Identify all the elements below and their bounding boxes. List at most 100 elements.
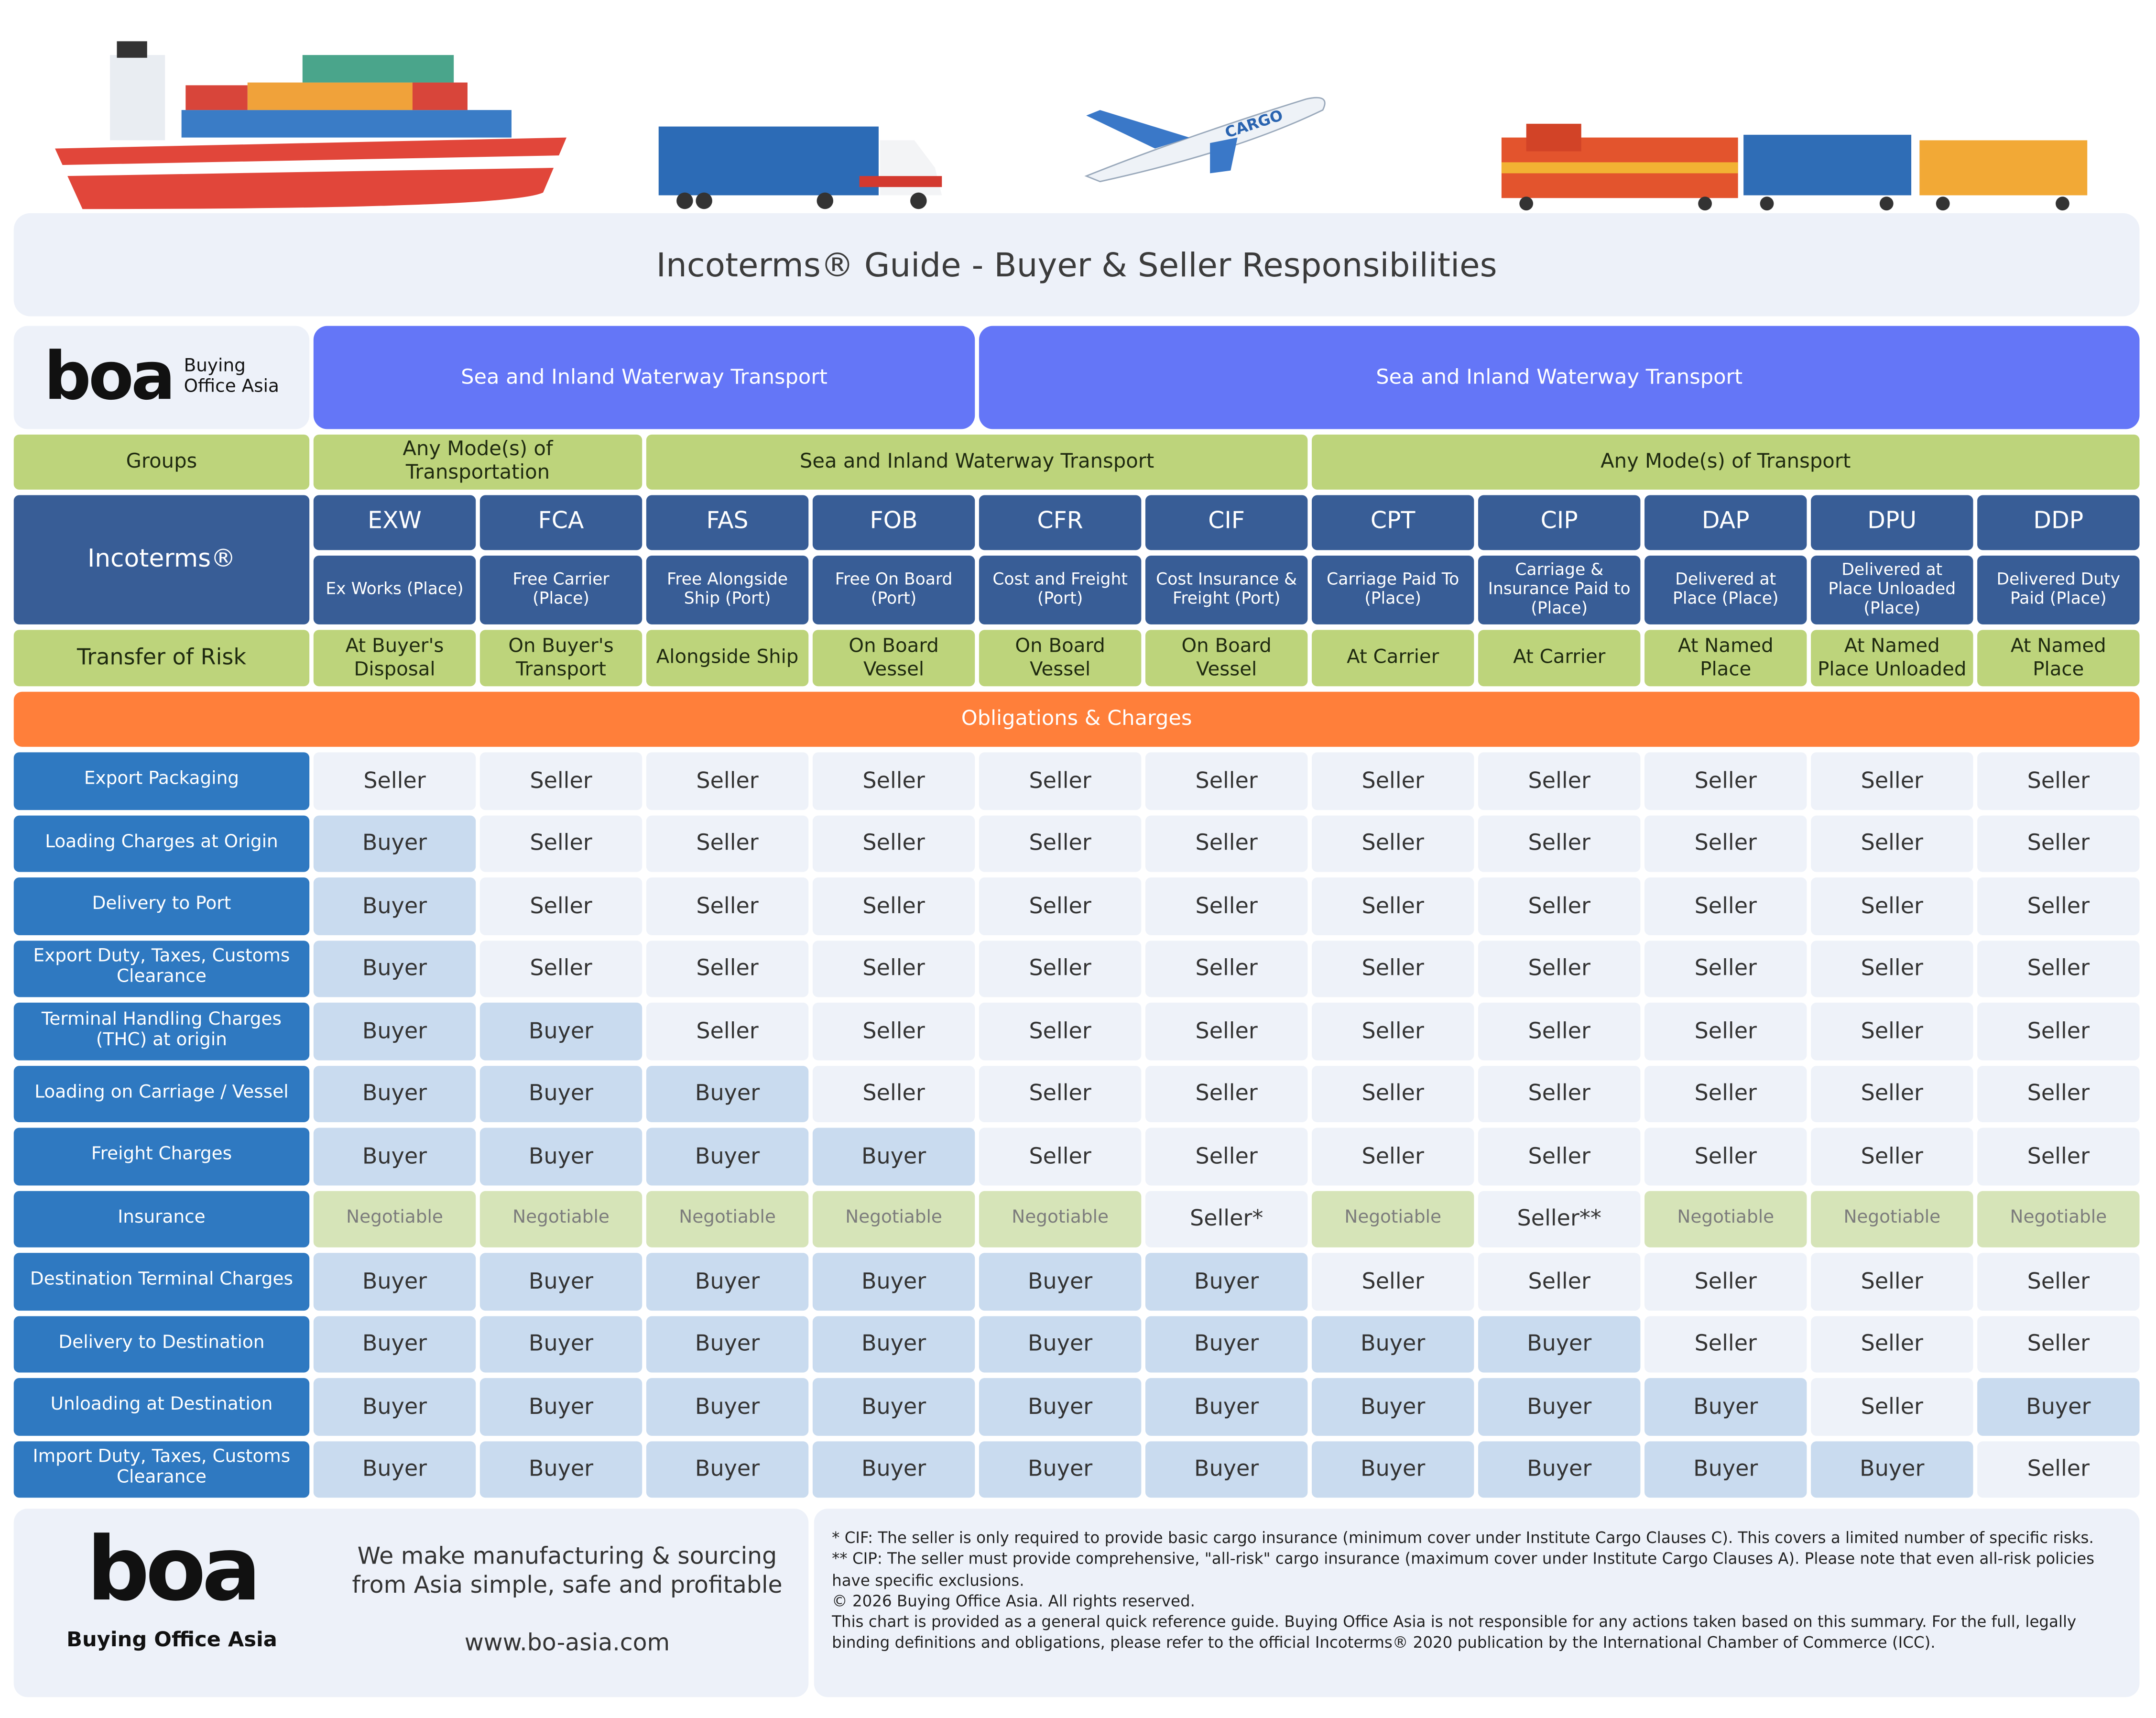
responsibility-cell: Buyer bbox=[1145, 1440, 1308, 1498]
responsibility-cell: Seller bbox=[979, 877, 1142, 935]
responsibility-cell: Buyer bbox=[313, 1440, 476, 1498]
responsibility-cell: Buyer bbox=[812, 1378, 975, 1435]
responsibility-cell: Seller bbox=[1311, 815, 1474, 872]
responsibility-cell: Buyer bbox=[646, 1440, 809, 1498]
responsibility-cell: Buyer bbox=[979, 1378, 1142, 1435]
responsibility-cell: Seller bbox=[1644, 1002, 1807, 1060]
responsibility-cell: Buyer bbox=[313, 1002, 476, 1060]
responsibility-cell: Seller bbox=[1478, 1253, 1641, 1310]
term-code: EXW bbox=[313, 495, 476, 550]
responsibility-cell: Seller bbox=[1811, 1002, 1973, 1060]
responsibility-cell: Seller bbox=[812, 877, 975, 935]
responsibility-cell: Seller bbox=[1145, 752, 1308, 810]
term-code: FCA bbox=[479, 495, 642, 550]
responsibility-cell: Negotiable bbox=[1811, 1190, 1973, 1247]
responsibility-cell: Seller bbox=[1811, 1378, 1973, 1435]
responsibility-cell: Buyer bbox=[479, 1127, 642, 1185]
responsibility-cell: Buyer bbox=[479, 1315, 642, 1373]
responsibility-cell: Seller bbox=[1644, 1065, 1807, 1123]
responsibility-cell: Seller bbox=[1311, 877, 1474, 935]
term-name: Carriage & Insurance Paid to (Place) bbox=[1478, 556, 1641, 624]
url[interactable]: www.bo-asia.com bbox=[464, 1630, 670, 1657]
obligation-label: Delivery to Destination bbox=[13, 1315, 310, 1373]
responsibility-cell: Seller bbox=[1977, 877, 2140, 935]
incoterms-table: boa Buying Office Asia Sea and Inland Wat… bbox=[13, 326, 2140, 1498]
footnote: * CIF: The seller is only required to pr… bbox=[832, 1529, 2094, 1547]
responsibility-cell: Buyer bbox=[479, 1002, 642, 1060]
responsibility-cell: Seller bbox=[1145, 940, 1308, 997]
responsibility-cell: Seller bbox=[1145, 815, 1308, 872]
responsibility-cell: Buyer bbox=[646, 1065, 809, 1123]
responsibility-cell: Seller bbox=[1977, 1440, 2140, 1498]
responsibility-cell: Seller bbox=[979, 1002, 1142, 1060]
obligation-label: Freight Charges bbox=[13, 1127, 310, 1185]
responsibility-cell: Buyer bbox=[479, 1253, 642, 1310]
responsibility-cell: Seller bbox=[1811, 877, 1973, 935]
responsibility-cell: Buyer bbox=[812, 1440, 975, 1498]
logo-cell: boa Buying Office Asia bbox=[13, 326, 310, 429]
responsibility-cell: Seller bbox=[812, 1002, 975, 1060]
responsibility-cell: Seller bbox=[979, 1065, 1142, 1123]
responsibility-cell: Buyer bbox=[979, 1315, 1142, 1373]
transport-illustrations: CARGO bbox=[55, 41, 2088, 211]
term-name: Free Carrier (Place) bbox=[479, 556, 642, 624]
plane: CARGO bbox=[1084, 97, 1326, 183]
responsibility-cell: Seller bbox=[1644, 1127, 1807, 1185]
term-name: Delivered at Place Unloaded (Place) bbox=[1811, 556, 1973, 624]
responsibility-cell: Seller bbox=[1644, 815, 1807, 872]
term-code: CIP bbox=[1478, 495, 1641, 550]
responsibility-cell: Seller bbox=[479, 752, 642, 810]
responsibility-cell: Seller bbox=[646, 815, 809, 872]
obligation-label: Terminal Handling Charges (THC) at origi… bbox=[13, 1002, 310, 1060]
footnote: ** CIP: The seller must provide comprehe… bbox=[832, 1550, 2095, 1589]
responsibility-cell: Seller bbox=[1145, 877, 1308, 935]
responsibility-cell: Buyer bbox=[1811, 1440, 1973, 1498]
obligation-label: Delivery to Port bbox=[13, 877, 310, 935]
term-code: FOB bbox=[812, 495, 975, 550]
footer-notes: * CIF: The seller is only required to pr… bbox=[814, 1509, 2140, 1697]
responsibility-cell: Seller bbox=[479, 877, 642, 935]
risk-point: At Carrier bbox=[1478, 630, 1641, 687]
responsibility-cell: Seller bbox=[646, 1002, 809, 1060]
responsibility-cell: Seller bbox=[479, 815, 642, 872]
responsibility-cell: Seller bbox=[1478, 1002, 1641, 1060]
responsibility-cell: Buyer bbox=[1478, 1440, 1641, 1498]
risk-point: On Buyer's Transport bbox=[479, 630, 642, 687]
term-code: DAP bbox=[1644, 495, 1807, 550]
responsibility-cell: Seller bbox=[979, 752, 1142, 810]
responsibility-cell: Buyer bbox=[646, 1253, 809, 1310]
obligation-label: Import Duty, Taxes, Customs Clearance bbox=[13, 1440, 310, 1498]
risk-point: At Buyer's Disposal bbox=[313, 630, 476, 687]
responsibility-cell: Seller bbox=[1644, 752, 1807, 810]
responsibility-cell: Seller* bbox=[1145, 1190, 1308, 1247]
obligation-label: Export Duty, Taxes, Customs Clearance bbox=[13, 940, 310, 997]
group: Sea and Inland Waterway Transport bbox=[646, 434, 1308, 490]
responsibility-cell: Buyer bbox=[1145, 1315, 1308, 1373]
ship bbox=[55, 41, 567, 209]
responsibility-cell: Buyer bbox=[1644, 1440, 1807, 1498]
responsibility-cell: Seller bbox=[1811, 1253, 1973, 1310]
footer-logo: boa Buying Office Asia bbox=[41, 1522, 302, 1652]
responsibility-cell: Seller bbox=[812, 815, 975, 872]
responsibility-cell: Buyer bbox=[1145, 1253, 1308, 1310]
responsibility-cell: Seller bbox=[1977, 1253, 2140, 1310]
responsibility-cell: Seller bbox=[812, 940, 975, 997]
responsibility-cell: Negotiable bbox=[1311, 1190, 1474, 1247]
responsibility-cell: Seller bbox=[979, 815, 1142, 872]
responsibility-cell: Buyer bbox=[313, 1253, 476, 1310]
responsibility-cell: Seller bbox=[479, 940, 642, 997]
obligation-label: Loading on Carriage / Vessel bbox=[13, 1065, 310, 1123]
responsibility-cell: Seller bbox=[1977, 1002, 2140, 1060]
responsibility-cell: Seller bbox=[1811, 1065, 1973, 1123]
responsibility-cell: Buyer bbox=[1145, 1378, 1308, 1435]
responsibility-cell: Seller bbox=[1977, 815, 2140, 872]
responsibility-cell: Negotiable bbox=[479, 1190, 642, 1247]
term-name: Free On Board (Port) bbox=[812, 556, 975, 624]
responsibility-cell: Seller bbox=[1811, 815, 1973, 872]
responsibility-cell: Buyer bbox=[812, 1127, 975, 1185]
responsibility-cell: Seller bbox=[646, 752, 809, 810]
term-code: CIF bbox=[1145, 495, 1308, 550]
